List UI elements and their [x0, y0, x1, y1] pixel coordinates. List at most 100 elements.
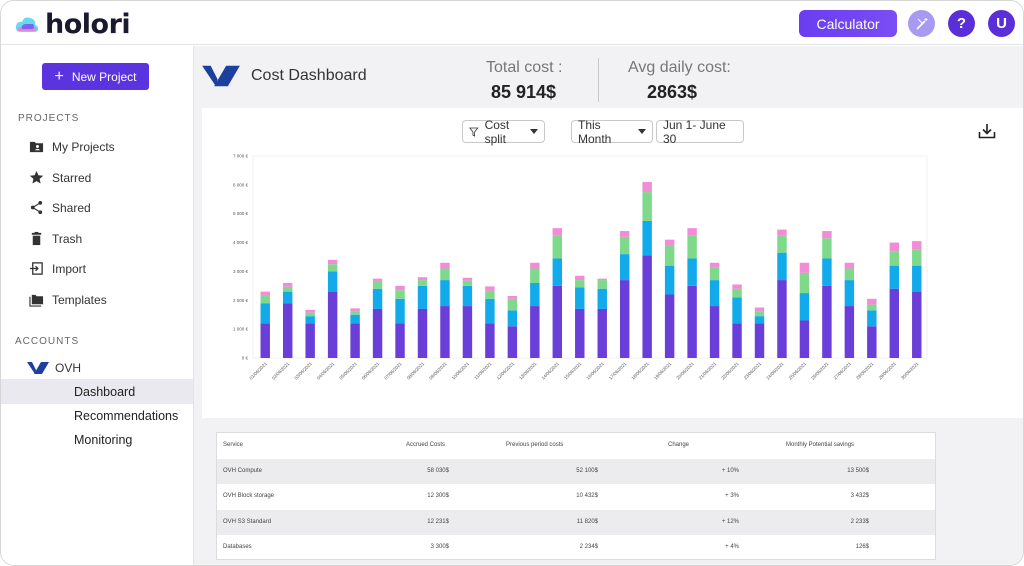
bar-segment[interactable] — [777, 235, 787, 253]
bar-segment[interactable] — [327, 264, 338, 272]
bar-segment[interactable] — [417, 277, 428, 281]
bar-segment[interactable] — [552, 285, 563, 358]
bar-segment[interactable] — [754, 316, 765, 324]
bar-segment[interactable] — [687, 258, 697, 286]
bar-segment[interactable] — [799, 293, 810, 321]
bar-segment[interactable] — [687, 228, 697, 236]
bar-segment[interactable] — [530, 262, 540, 269]
bar-segment[interactable] — [260, 303, 270, 324]
bar-segment[interactable] — [642, 220, 652, 256]
bar-segment[interactable] — [282, 286, 293, 292]
bar-segment[interactable] — [260, 323, 270, 358]
sidebar-item-starred[interactable]: Starred — [29, 170, 91, 185]
bar-segment[interactable] — [867, 304, 877, 311]
bar-segment[interactable] — [530, 268, 540, 283]
bar-segment[interactable] — [372, 278, 383, 282]
bar-segment[interactable] — [417, 308, 428, 358]
bar-segment[interactable] — [575, 287, 585, 309]
app-logo[interactable]: holori — [15, 9, 131, 40]
bar-segment[interactable] — [575, 275, 585, 281]
bar-segment[interactable] — [462, 280, 473, 286]
bar-segment[interactable] — [912, 291, 922, 358]
bar-segment[interactable] — [372, 288, 383, 309]
download-icon[interactable] — [978, 123, 996, 139]
bar-segment[interactable] — [327, 271, 338, 292]
bar-segment[interactable] — [844, 262, 855, 269]
bar-segment[interactable] — [395, 323, 405, 358]
bar-segment[interactable] — [507, 295, 518, 299]
bar-segment[interactable] — [844, 268, 855, 281]
bar-segment[interactable] — [709, 267, 720, 281]
sidebar-item-import[interactable]: Import — [29, 261, 86, 276]
sidebar-item-templates[interactable]: Templates — [29, 292, 107, 307]
bar-segment[interactable] — [282, 282, 293, 287]
bar-segment[interactable] — [507, 298, 518, 311]
bar-segment[interactable] — [597, 280, 607, 289]
bar-segment[interactable] — [350, 314, 360, 324]
bar-segment[interactable] — [597, 278, 607, 281]
bar-segment[interactable] — [485, 290, 495, 299]
sidebar-sub-monitoring[interactable]: Monitoring — [74, 432, 133, 447]
bar-segment[interactable] — [485, 323, 495, 358]
bar-segment[interactable] — [732, 323, 742, 358]
period-dropdown[interactable]: This Month — [571, 118, 653, 146]
bar-segment[interactable] — [619, 231, 630, 237]
sidebar-item-shared[interactable]: Shared — [29, 200, 91, 215]
bar-segment[interactable] — [260, 291, 270, 296]
bar-segment[interactable] — [260, 295, 270, 304]
bar-segment[interactable] — [754, 323, 765, 358]
bar-segment[interactable] — [417, 285, 428, 309]
bar-segment[interactable] — [462, 306, 473, 358]
bar-segment[interactable] — [350, 323, 360, 358]
bar-segment[interactable] — [395, 298, 405, 324]
bar-segment[interactable] — [642, 181, 652, 193]
bar-segment[interactable] — [889, 265, 900, 289]
bar-segment[interactable] — [754, 311, 765, 317]
bar-segment[interactable] — [305, 323, 315, 358]
bar-segment[interactable] — [462, 277, 473, 281]
bar-segment[interactable] — [889, 251, 900, 266]
bar-segment[interactable] — [395, 285, 405, 291]
bar-segment[interactable] — [575, 280, 585, 288]
bar-segment[interactable] — [889, 242, 900, 252]
sidebar-sub-dashboard[interactable]: Dashboard — [1, 379, 194, 404]
bar-segment[interactable] — [440, 280, 450, 307]
bar-segment[interactable] — [754, 307, 765, 312]
bar-segment[interactable] — [530, 306, 540, 358]
bar-segment[interactable] — [844, 306, 855, 358]
bar-segment[interactable] — [440, 262, 450, 269]
bar-segment[interactable] — [777, 252, 787, 281]
bar-segment[interactable] — [732, 288, 742, 298]
bar-segment[interactable] — [552, 258, 563, 286]
new-project-button[interactable]: + New Project — [42, 63, 149, 90]
account-ovh[interactable]: OVH — [27, 361, 81, 375]
bar-segment[interactable] — [507, 310, 518, 327]
cost-split-dropdown[interactable]: Cost split — [462, 118, 545, 146]
user-avatar[interactable]: U — [988, 10, 1015, 37]
bar-segment[interactable] — [350, 308, 360, 312]
bar-segment[interactable] — [575, 308, 585, 358]
bar-segment[interactable] — [440, 268, 450, 281]
help-button[interactable]: ? — [948, 10, 975, 37]
bar-segment[interactable] — [867, 326, 877, 358]
calculator-button[interactable]: Calculator — [799, 10, 897, 37]
bar-segment[interactable] — [552, 235, 563, 259]
bar-segment[interactable] — [305, 312, 315, 317]
bar-segment[interactable] — [530, 282, 540, 307]
bar-segment[interactable] — [552, 228, 563, 236]
bar-segment[interactable] — [642, 255, 652, 358]
sidebar-item-trash[interactable]: Trash — [29, 231, 82, 246]
bar-segment[interactable] — [507, 326, 518, 358]
bar-segment[interactable] — [777, 280, 787, 358]
bar-segment[interactable] — [687, 235, 697, 259]
bar-segment[interactable] — [485, 298, 495, 324]
bar-segment[interactable] — [664, 265, 675, 295]
bar-segment[interactable] — [372, 281, 383, 289]
bar-segment[interactable] — [912, 265, 922, 292]
bar-segment[interactable] — [282, 291, 293, 304]
bar-segment[interactable] — [799, 320, 810, 358]
bar-segment[interactable] — [912, 249, 922, 266]
bar-segment[interactable] — [889, 288, 900, 358]
bar-segment[interactable] — [372, 308, 383, 358]
bar-segment[interactable] — [664, 294, 675, 358]
